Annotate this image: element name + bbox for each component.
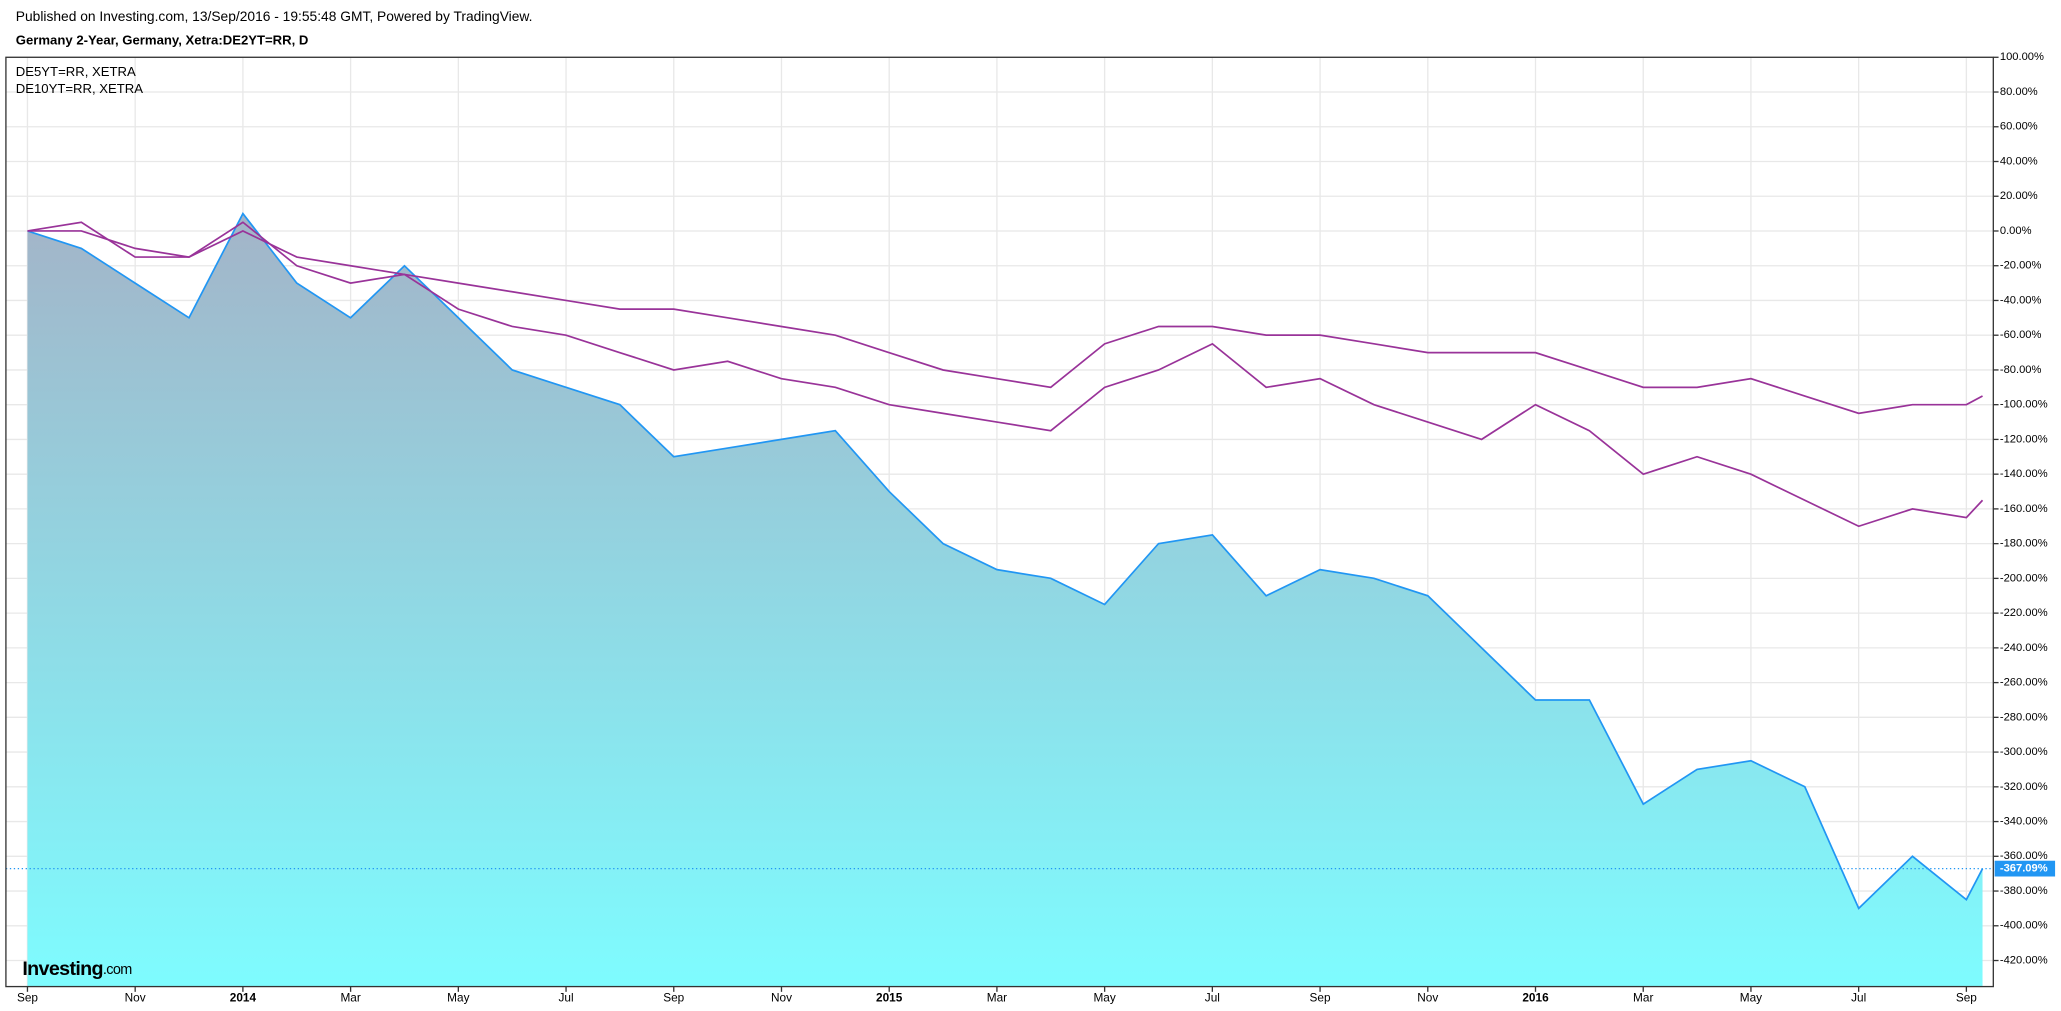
y-tick-label: -180.00% — [2000, 538, 2048, 550]
legend-entry: DE5YT=RR, XETRA — [16, 64, 136, 79]
logo-main: Investing — [22, 958, 103, 980]
line — [27, 211, 1984, 910]
y-tick-label: -160.00% — [2000, 503, 2048, 515]
x-tick-label: Sep — [17, 991, 38, 1005]
x-tick-label: Sep — [663, 991, 684, 1005]
y-tick-label: -320.00% — [2000, 781, 2048, 793]
y-tick-label: 60.00% — [2000, 121, 2038, 133]
y-tick-label: -220.00% — [2000, 607, 2048, 619]
y-tick-label: -120.00% — [2000, 433, 2048, 445]
line — [27, 229, 1983, 415]
y-tick-label: 20.00% — [2000, 190, 2038, 202]
header: Published on Investing.com, 13/Sep/2016 … — [16, 9, 533, 24]
chart-title: Germany 2-Year, Germany, Xetra:DE2YT=RR,… — [16, 32, 309, 47]
y-tick-label: -20.00% — [2000, 260, 2042, 272]
y-tick-label: 0.00% — [2000, 225, 2032, 237]
y-tick-label: -140.00% — [2000, 468, 2048, 480]
x-tick-label: Jul — [558, 991, 573, 1005]
x-tick-label: 2016 — [1522, 991, 1549, 1005]
area — [27, 213, 1983, 987]
x-tick-label: 2015 — [876, 991, 903, 1005]
last-value-badge — [1994, 860, 2056, 877]
x-tick-label: 2014 — [230, 991, 257, 1005]
line — [27, 221, 1984, 528]
y-tick-label: -260.00% — [2000, 677, 2048, 689]
x-tick-label: Mar — [340, 991, 360, 1005]
y-tick-label: -240.00% — [2000, 642, 2048, 654]
y-tick-label: -400.00% — [2000, 920, 2048, 932]
y-tick-label: -100.00% — [2000, 399, 2048, 411]
x-tick-label: May — [447, 991, 469, 1005]
x-tick-label: Jul — [1851, 991, 1866, 1005]
y-tick-label: 80.00% — [2000, 86, 2038, 98]
x-tick-label: Nov — [125, 991, 146, 1005]
y-tick-label: -300.00% — [2000, 746, 2048, 758]
x-tick-label: Nov — [771, 991, 792, 1005]
x-tick-label: Nov — [1417, 991, 1438, 1005]
last-value-label: -367.09% — [2000, 863, 2048, 875]
y-tick-label: 100.00% — [2000, 51, 2044, 63]
y-tick-label: -40.00% — [2000, 294, 2042, 306]
y-tick-label: -60.00% — [2000, 329, 2042, 341]
logo-suffix: .com — [103, 962, 132, 978]
y-tick-label: -200.00% — [2000, 572, 2048, 584]
x-tick-label: Mar — [1633, 991, 1653, 1005]
x-tick-label: Sep — [1956, 991, 1977, 1005]
legend-entry: DE10YT=RR, XETRA — [16, 81, 144, 96]
plot-frame — [5, 56, 1994, 988]
y-tick-label: -380.00% — [2000, 885, 2048, 897]
y-tick-label: -80.00% — [2000, 364, 2042, 376]
logo: Investing.com — [22, 958, 132, 980]
y-tick-label: -280.00% — [2000, 711, 2048, 723]
y-tick-label: 40.00% — [2000, 155, 2038, 167]
x-tick-label: May — [1093, 991, 1115, 1005]
x-tick-label: Mar — [987, 991, 1007, 1005]
x-tick-label: May — [1740, 991, 1762, 1005]
y-tick-label: -340.00% — [2000, 816, 2048, 828]
x-tick-label: Sep — [1310, 991, 1331, 1005]
y-tick-label: -420.00% — [2000, 954, 2048, 966]
x-tick-label: Jul — [1205, 991, 1220, 1005]
y-tick-label: -360.00% — [2000, 850, 2048, 862]
